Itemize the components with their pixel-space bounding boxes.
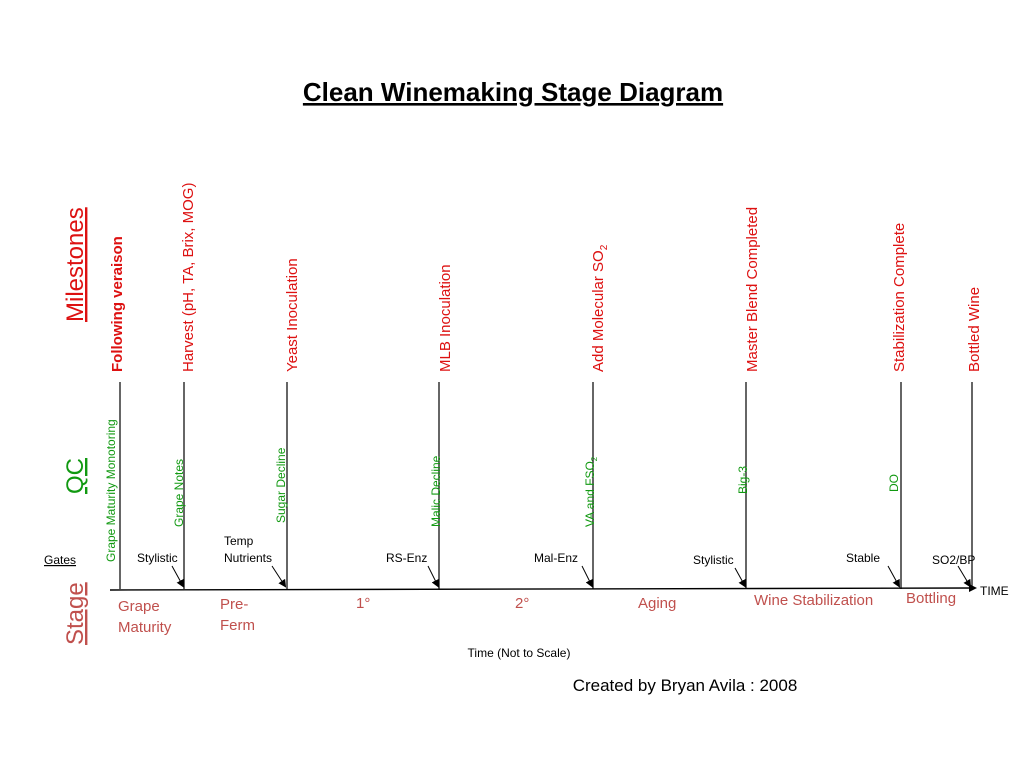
gates-header: Gates (44, 553, 76, 567)
stage-label: Bottling (906, 590, 956, 607)
credit-line: Created by Bryan Avila : 2008 (573, 676, 798, 695)
stage-label: Aging (638, 595, 676, 612)
stage-label: 1° (356, 595, 370, 612)
qc-label: Big-3 (736, 466, 750, 494)
milestone-label-subscript: 2 (599, 244, 610, 250)
page-title: Clean Winemaking Stage Diagram (303, 77, 723, 107)
qc-label: Grape Maturity Monotoring (104, 419, 118, 562)
stage-header: Stage (62, 582, 89, 645)
gate-arrow-bottled (957, 565, 972, 588)
gate-label: Mal-Enz (534, 551, 578, 565)
milestone-label: Following veraison (109, 236, 126, 372)
milestone-label-text: Add Molecular SO (590, 250, 607, 372)
milestone-label: Master Blend Completed (744, 207, 761, 372)
qc-label: Sugar Decline (274, 447, 288, 523)
gate-label: Stylistic (693, 553, 734, 567)
gate-arrow-harvest (171, 565, 184, 588)
milestone-label: Bottled Wine (966, 287, 983, 372)
gate-label: Nutrients (224, 551, 272, 565)
milestone-label: Stabilization Complete (891, 223, 908, 372)
stage-label: 2° (515, 595, 529, 612)
qc-label: DO (887, 474, 901, 492)
stage-label: Ferm (220, 617, 255, 634)
qc-label-subscript: 2 (590, 456, 599, 461)
gate-arrow-yeast (271, 565, 287, 588)
qc-label-text: VA and FSO (583, 461, 597, 527)
gate-arrow-so2 (581, 565, 593, 588)
gate-label: Temp (224, 534, 254, 548)
milestones-header: Milestones (62, 207, 89, 322)
gate-arrow-stabilization (887, 565, 900, 588)
qc-label: VA and FSO2 (583, 456, 599, 527)
milestone-label: Harvest (pH, TA, Brix, MOG) (180, 183, 197, 372)
gate-label: SO2/BP (932, 553, 975, 567)
qc-header: QC (62, 458, 89, 494)
qc-label: Malic Decline (429, 455, 443, 527)
gate-label: Stable (846, 551, 880, 565)
stage-label: Maturity (118, 619, 172, 636)
time-axis-label: TIME (980, 584, 1009, 598)
stage-label: Pre- (220, 596, 248, 613)
milestone-label: Yeast Inoculation (284, 258, 301, 372)
gate-label: RS-Enz (386, 551, 427, 565)
milestone-label: MLB Inoculation (437, 264, 454, 372)
stage-label: Wine Stabilization (754, 592, 873, 609)
gate-arrow-mlb (427, 565, 439, 588)
gate-arrow-blend (734, 567, 746, 588)
gate-label: Stylistic (137, 551, 178, 565)
milestone-label: Add Molecular SO2 (590, 244, 610, 372)
qc-label: Grape Notes (172, 459, 186, 527)
time-caption: Time (Not to Scale) (468, 646, 571, 660)
stage-label: Grape (118, 598, 160, 615)
time-axis (109, 584, 977, 593)
